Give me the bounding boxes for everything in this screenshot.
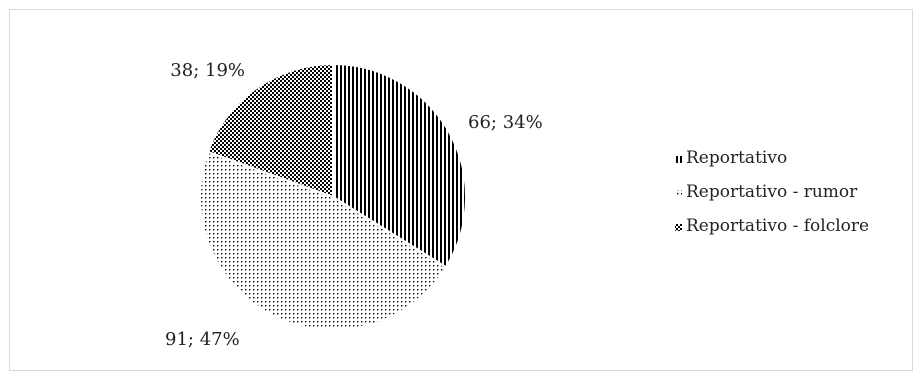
data-label-2: 91; 47% xyxy=(165,329,240,350)
pie-slice-1 xyxy=(332,62,467,269)
pie-slice-2 xyxy=(199,150,448,331)
legend-swatch-3 xyxy=(675,224,682,231)
legend-swatch-1 xyxy=(675,156,682,163)
data-label-1: 66; 34% xyxy=(468,112,543,133)
pie-slice-3 xyxy=(206,62,334,199)
legend-label-2: Reportativo - rumor xyxy=(686,182,858,202)
legend-label-3: Reportativo - folclore xyxy=(686,216,869,236)
data-label-3: 38; 19% xyxy=(170,60,245,81)
legend-swatch-2 xyxy=(675,190,682,197)
legend-label-1: Reportativo xyxy=(686,148,787,168)
